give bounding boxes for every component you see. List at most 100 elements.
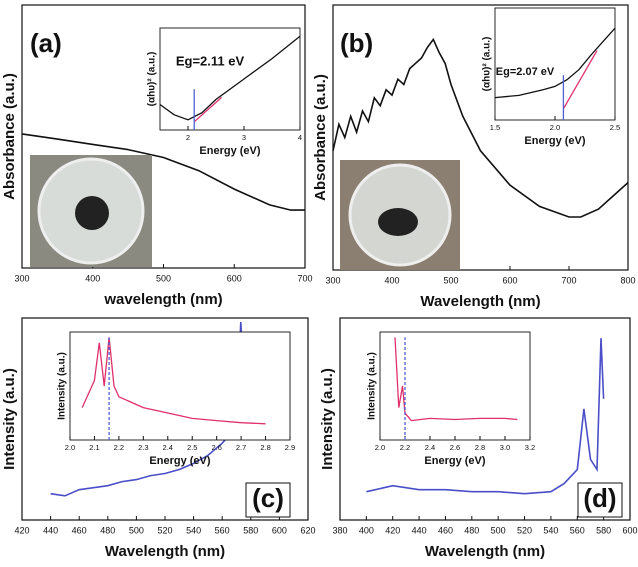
x-tick-label: 560 [215, 525, 230, 535]
inset-background [495, 8, 615, 120]
x-tick-label: 440 [412, 525, 427, 535]
x-tick-label: 2.2 [114, 443, 124, 452]
x-tick-label: 500 [491, 525, 506, 535]
inset: 2 3 4 Energy (eV) (αhυ)² (a.u.) Eg=2.11 eV [147, 27, 302, 157]
powder [378, 208, 418, 236]
data-line [562, 50, 598, 110]
panel: 380 400 420 440 460 480 500 520 540 560 580 600 Wave… [319, 317, 638, 560]
x-tick-label: 2.6 [450, 443, 460, 452]
x-tick-label: 2.9 [285, 443, 295, 452]
x-tick-label: 3.2 [525, 443, 535, 452]
data-line [366, 338, 605, 495]
x-tick-label: 600 [227, 273, 242, 283]
x-tick-label: 600 [272, 525, 287, 535]
x-tick-label: 560 [570, 525, 585, 535]
data-line [81, 337, 266, 425]
data-line [193, 96, 223, 123]
x-tick-label: 620 [300, 525, 315, 535]
x-tick-label: 520 [517, 525, 532, 535]
plot-frame [159, 27, 301, 131]
panel-label-box [245, 482, 291, 518]
x-tick-label: 2.3 [138, 443, 148, 452]
panel: 300 400 500 600 700 800 Wavelength (nm) Absorba… [312, 4, 636, 310]
plot-frame [379, 331, 531, 441]
x-tick-label: 400 [85, 273, 100, 283]
x-tick-label: 800 [620, 275, 635, 285]
data-line [159, 35, 301, 121]
plot-frame [21, 317, 309, 521]
powder [75, 196, 109, 230]
inset: 2.0 2.2 2.4 2.6 2.8 3.0 3.2 Energy (eV) Intensit… [367, 331, 535, 467]
x-axis-label: Wavelength (nm) [105, 543, 225, 560]
x-tick-label: 2.5 [187, 443, 197, 452]
panel-label: (b) [340, 28, 373, 58]
x-tick-label: 700 [561, 275, 576, 285]
x-tick-label: 2.0 [550, 123, 560, 132]
panel: 300 400 500 600 700 wavelength (nm) Absorbance… [1, 4, 313, 308]
x-axis-label: wavelength (nm) [103, 291, 222, 308]
y-axis-label: Absorbance (a.u.) [312, 74, 329, 201]
x-tick-label: 540 [186, 525, 201, 535]
photo-b [340, 160, 460, 270]
x-axis-label: Energy (eV) [524, 135, 585, 147]
x-tick-label: 400 [384, 275, 399, 285]
x-tick-label: 4 [298, 133, 302, 142]
plot-frame [332, 4, 629, 271]
plot-frame [21, 4, 306, 269]
plot-frame [494, 7, 616, 121]
x-tick-label: 460 [438, 525, 453, 535]
x-axis-label: Energy (eV) [424, 455, 485, 467]
x-axis-label: Wavelength (nm) [420, 293, 540, 310]
x-tick-label: 300 [325, 275, 340, 285]
y-axis-label: (αhυ)² (a.u.) [482, 37, 493, 92]
data-line [332, 37, 629, 218]
data-line [394, 337, 518, 422]
x-tick-label: 2.8 [475, 443, 485, 452]
x-tick-label: 2.6 [211, 443, 221, 452]
x-tick-label: 460 [72, 525, 87, 535]
x-tick-label: 480 [100, 525, 115, 535]
x-tick-label: 520 [157, 525, 172, 535]
x-tick-label: 2.4 [425, 443, 435, 452]
x-tick-label: 580 [596, 525, 611, 535]
x-axis-label: Wavelength (nm) [425, 543, 545, 560]
x-axis-label: Energy (eV) [199, 145, 260, 157]
panel-label-box [577, 482, 623, 518]
y-axis-label: Intensity (a.u.) [319, 368, 336, 470]
y-axis-label: Intensity (a.u.) [1, 368, 18, 470]
panel-label: (c) [252, 483, 284, 513]
panel-label: (a) [30, 28, 62, 58]
x-tick-label: 300 [14, 273, 29, 283]
data-line [494, 27, 616, 99]
y-axis-label: Absorbance (a.u.) [1, 73, 18, 200]
x-tick-label: 2.8 [260, 443, 270, 452]
x-tick-label: 2.4 [163, 443, 173, 452]
x-tick-label: 500 [156, 273, 171, 283]
x-tick-label: 380 [332, 525, 347, 535]
inset-background [70, 332, 290, 440]
plot-frame [339, 317, 631, 521]
x-tick-label: 540 [543, 525, 558, 535]
x-tick-label: 500 [443, 275, 458, 285]
panel-label: (d) [583, 483, 616, 513]
inset: 1.5 2.0 2.5 Energy (eV) (αhυ)² (a.u.) Eg=2.07… [482, 7, 620, 147]
photo-a [30, 155, 152, 267]
x-tick-label: 3.0 [500, 443, 510, 452]
annotation: Eg=2.11 eV [176, 53, 245, 68]
y-axis-label: Intensity (a.u.) [367, 352, 378, 420]
x-tick-label: 2.0 [375, 443, 385, 452]
x-axis-label: Energy (eV) [149, 455, 210, 467]
x-tick-label: 2 [186, 133, 190, 142]
y-axis-label: (αhυ)² (a.u.) [147, 52, 158, 107]
x-tick-label: 2.5 [610, 123, 620, 132]
x-tick-label: 3 [242, 133, 246, 142]
inset: 2.0 2.1 2.2 2.3 2.4 2.5 2.6 2.7 2.8 2.9 Energy (eV… [57, 331, 295, 467]
x-tick-label: 420 [385, 525, 400, 535]
annotation: Eg=2.07 eV [496, 66, 555, 78]
x-tick-label: 400 [359, 525, 374, 535]
x-tick-label: 700 [297, 273, 312, 283]
x-tick-label: 1.5 [490, 123, 500, 132]
x-tick-label: 440 [43, 525, 58, 535]
